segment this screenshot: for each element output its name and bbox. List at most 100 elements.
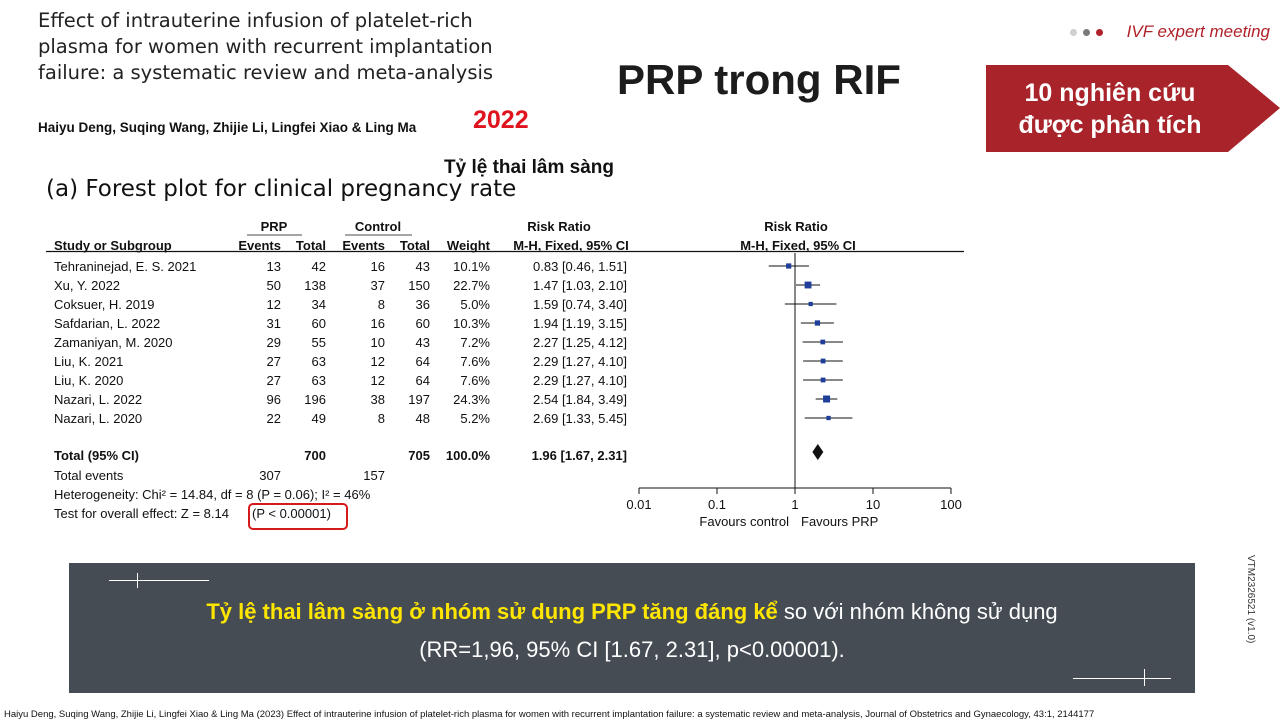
weight-cell: 7.6% <box>460 373 490 388</box>
summary-diamond <box>812 444 824 460</box>
group-header-prp: PRP <box>261 219 288 234</box>
point-estimate-square <box>820 339 826 345</box>
control-events-cell: 12 <box>371 354 385 369</box>
favours-prp-label: Favours PRP <box>801 514 878 529</box>
paper-title-line: plasma for women with recurrent implanta… <box>38 35 493 58</box>
control-total-cell: 48 <box>416 411 430 426</box>
study-name: Xu, Y. 2022 <box>54 278 120 293</box>
point-estimate-square <box>808 301 813 307</box>
heterogeneity-stats: Heterogeneity: Chi² = 14.84, df = 8 (P =… <box>54 487 371 502</box>
column-header-weight: Weight <box>447 238 491 253</box>
prp-events-cell: 12 <box>267 297 281 312</box>
group-header-control: Control <box>355 219 401 234</box>
badge-line: được phân tích <box>1018 111 1202 139</box>
paper-authors: Haiyu Deng, Suqing Wang, Zhijie Li, Ling… <box>38 120 417 135</box>
control-events-cell: 16 <box>371 259 385 274</box>
study-name: Coksuer, H. 2019 <box>54 297 154 312</box>
prp-total-cell: 34 <box>312 297 326 312</box>
risk-ratio-cell: 2.29 [1.27, 4.10] <box>533 354 627 369</box>
prp-total-cell: 63 <box>312 373 326 388</box>
risk-ratio-cell: 1.94 [1.19, 3.15] <box>533 316 627 331</box>
control-total-cell: 64 <box>416 373 430 388</box>
risk-ratio-cell: 2.29 [1.27, 4.10] <box>533 373 627 388</box>
prp-events-cell: 50 <box>267 278 281 293</box>
prp-events-cell: 96 <box>267 392 281 407</box>
point-estimate-square <box>786 263 792 269</box>
conclusion-highlight: Tỷ lệ thai lâm sàng ở nhóm sử dụng PRP t… <box>206 599 778 624</box>
x-axis-tick-label: 1 <box>791 497 798 512</box>
risk-ratio-cell: 0.83 [0.46, 1.51] <box>533 259 627 274</box>
weight-cell: 24.3% <box>453 392 490 407</box>
control-total-cell: 36 <box>416 297 430 312</box>
decor-line <box>137 573 138 588</box>
decor-line <box>1073 678 1171 679</box>
control-events-cell: 8 <box>378 411 385 426</box>
slide-title: PRP trong RIF <box>617 56 901 103</box>
total-events-control: 157 <box>363 468 385 483</box>
weight-cell: 10.1% <box>453 259 490 274</box>
point-estimate-square <box>804 281 812 289</box>
control-total-cell: 64 <box>416 354 430 369</box>
x-axis-tick-label: 10 <box>866 497 880 512</box>
prp-total-cell: 42 <box>312 259 326 274</box>
prp-events-cell: 27 <box>267 373 281 388</box>
study-name: Nazari, L. 2022 <box>54 392 142 407</box>
study-name: Nazari, L. 2020 <box>54 411 142 426</box>
badge-line: 10 nghiên cứu <box>1024 79 1196 107</box>
favours-control-label: Favours control <box>699 514 789 529</box>
point-estimate-square <box>823 395 831 403</box>
total-weight: 100.0% <box>446 448 491 463</box>
prp-total-cell: 55 <box>312 335 326 350</box>
p-value-highlight-box <box>248 503 348 530</box>
study-name: Tehraninejad, E. S. 2021 <box>54 259 196 274</box>
total-events-label: Total events <box>54 468 124 483</box>
point-estimate-square <box>814 320 821 326</box>
study-name: Safdarian, L. 2022 <box>54 316 160 331</box>
conclusion-box: Tỷ lệ thai lâm sàng ở nhóm sử dụng PRP t… <box>69 563 1195 693</box>
control-events-cell: 10 <box>371 335 385 350</box>
column-header-control-events: Events <box>342 238 385 253</box>
brand-dot-icon <box>1095 28 1103 36</box>
control-total-cell: 60 <box>416 316 430 331</box>
prp-events-cell: 29 <box>267 335 281 350</box>
study-name: Zamaniyan, M. 2020 <box>54 335 173 350</box>
total-prp: 700 <box>304 448 326 463</box>
total-control: 705 <box>408 448 430 463</box>
group-header-risk-ratio-plot: Risk Ratio <box>764 219 828 234</box>
control-total-cell: 150 <box>408 278 430 293</box>
control-events-cell: 12 <box>371 373 385 388</box>
control-events-cell: 16 <box>371 316 385 331</box>
point-estimate-square <box>826 415 831 421</box>
overall-effect-test: Test for overall effect: Z = 8.14 <box>54 506 229 521</box>
brand-text: IVF expert meeting <box>1126 22 1270 41</box>
risk-ratio-cell: 2.54 [1.84, 3.49] <box>533 392 627 407</box>
paper-title-line: Effect of intrauterine infusion of plate… <box>38 9 473 32</box>
column-header-rr-plot-method: M-H, Fixed, 95% CI <box>740 238 856 253</box>
total-events-prp: 307 <box>259 468 281 483</box>
control-total-cell: 43 <box>416 335 430 350</box>
control-events-cell: 8 <box>378 297 385 312</box>
control-events-cell: 38 <box>371 392 385 407</box>
conclusion-text: Tỷ lệ thai lâm sàng ở nhóm sử dụng PRP t… <box>169 593 1095 669</box>
risk-ratio-cell: 1.59 [0.74, 3.40] <box>533 297 627 312</box>
decor-line <box>109 580 209 581</box>
column-header-prp-total: Total <box>296 238 326 253</box>
point-estimate-square <box>820 358 826 364</box>
weight-cell: 7.6% <box>460 354 490 369</box>
risk-ratio-cell: 2.69 [1.33, 5.45] <box>533 411 627 426</box>
column-header-control-total: Total <box>400 238 430 253</box>
x-axis-tick-label: 0.01 <box>626 497 651 512</box>
prp-events-cell: 13 <box>267 259 281 274</box>
control-total-cell: 197 <box>408 392 430 407</box>
weight-cell: 5.2% <box>460 411 490 426</box>
studies-badge: 10 nghiên cứu được phân tích <box>986 65 1280 152</box>
study-name: Liu, K. 2020 <box>54 373 123 388</box>
forest-caption: (a) Forest plot for clinical pregnancy r… <box>46 176 517 202</box>
paper-year: 2022 <box>473 106 529 134</box>
column-header-rr-method: M-H, Fixed, 95% CI <box>513 238 629 253</box>
column-header-prp-events: Events <box>238 238 281 253</box>
brand-dot-icon <box>1082 28 1090 36</box>
total-label: Total (95% CI) <box>54 448 139 463</box>
prp-events-cell: 22 <box>267 411 281 426</box>
prp-events-cell: 31 <box>267 316 281 331</box>
